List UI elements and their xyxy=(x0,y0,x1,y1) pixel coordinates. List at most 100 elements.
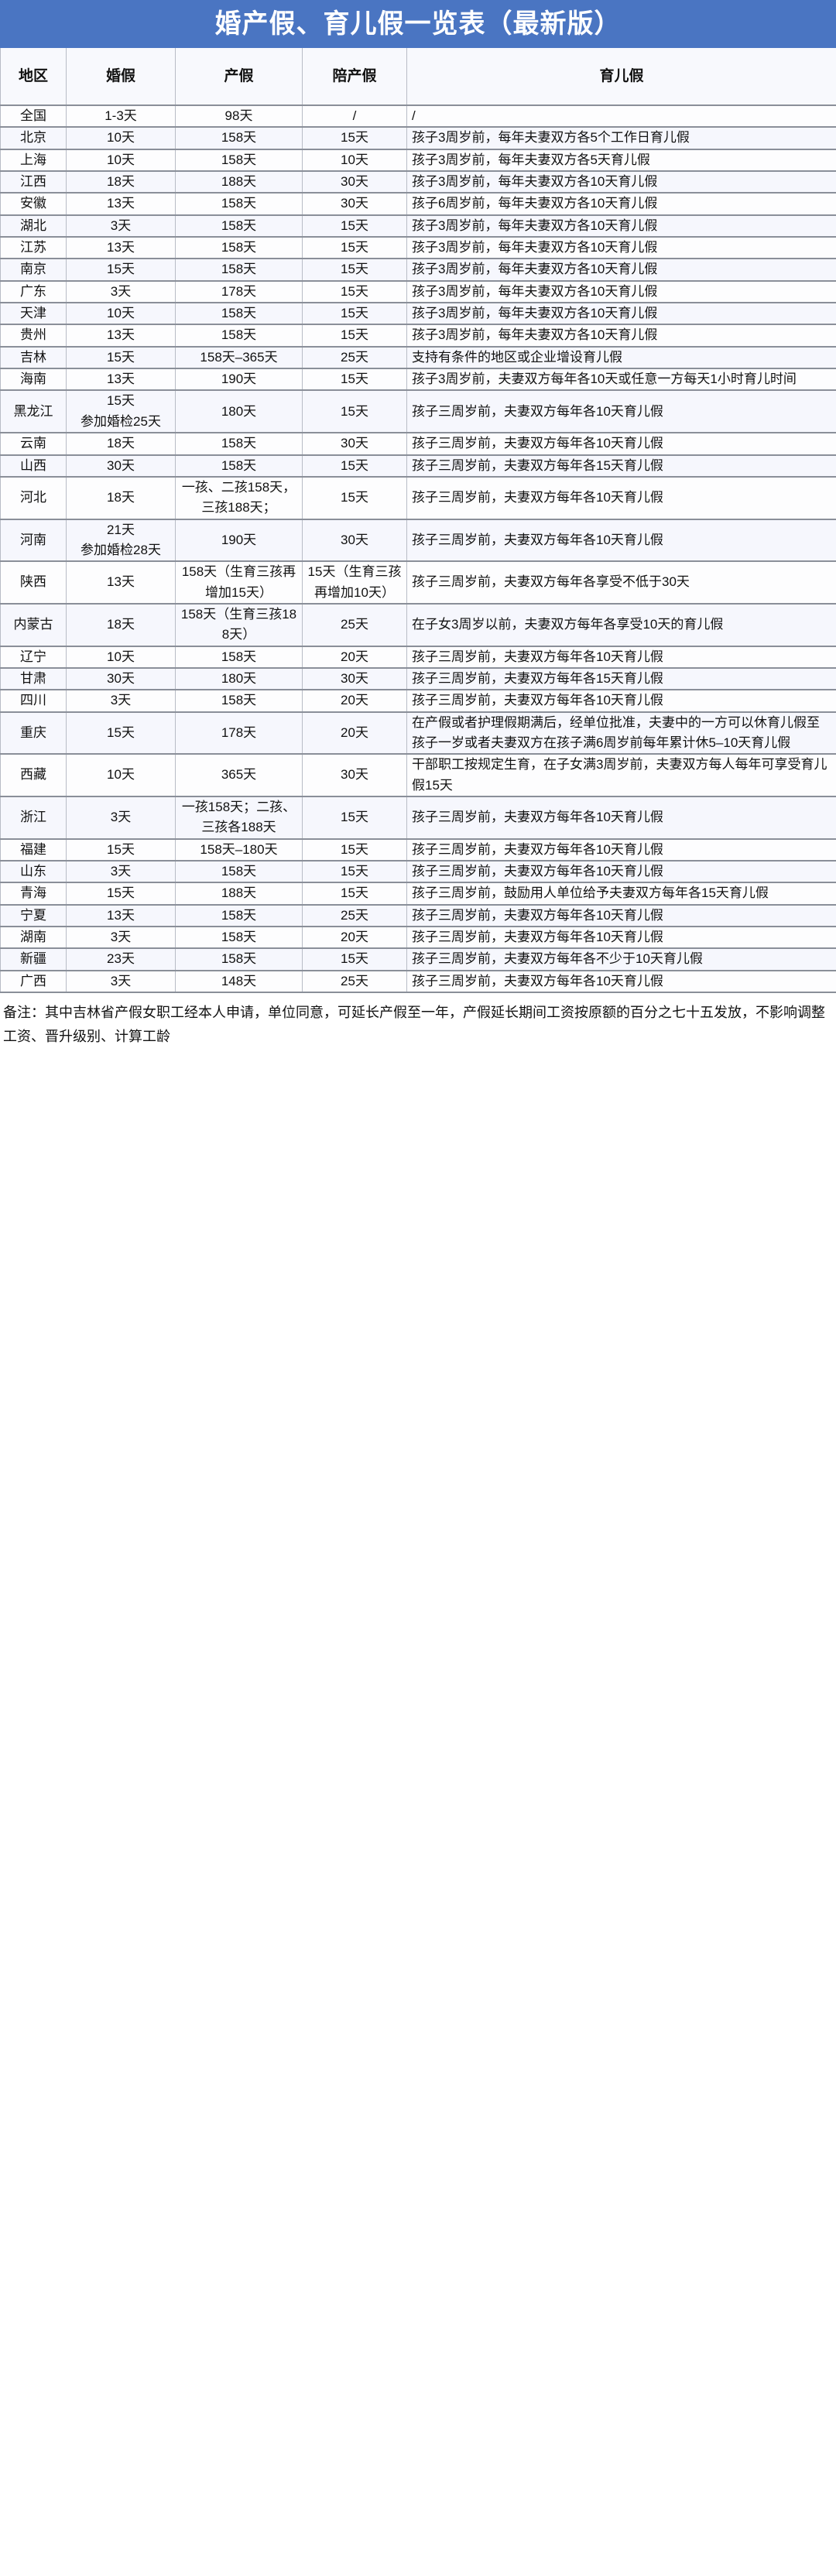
cell-text: 重庆 xyxy=(20,724,46,740)
cell-maternity: 158天 xyxy=(175,127,303,150)
cell-text: 15天 xyxy=(107,841,135,857)
cell-text: 158天 xyxy=(221,327,257,343)
table-row: 黑龙江 15天 参加婚检25天 180天 15天 孩子三周岁前，夫妻双方每年各10天育儿… xyxy=(0,390,836,434)
cell-text: / xyxy=(412,108,416,123)
table-row: 河南 21天 参加婚检28天 190天 30天 孩子三周岁前，夫妻双方每年各10天育儿假 xyxy=(0,519,836,563)
table-row: 河北 18天 一孩、二孩158天，三孩188天； 15天 孩子三周岁前，夫妻双方每年各1… xyxy=(0,476,836,520)
cell-text: 孩子三周岁前，夫妻双方每年各15天育儿假 xyxy=(412,457,663,473)
cell-text: 158天 xyxy=(221,306,257,321)
cell-text: 178天 xyxy=(221,283,257,299)
table-row: 吉林 15天 158天–365天 25天 支持有条件的地区或企业增设育儿假 xyxy=(0,346,836,370)
table-row: 广东 3天 178天 15天 孩子3周岁前，每年夫妻双方各10天育儿假 xyxy=(0,280,836,304)
cell-text: 15天 xyxy=(107,349,135,365)
cell-text: 孩子三周岁前，夫妻双方每年各10天育儿假 xyxy=(412,436,663,451)
cell-maternity: 158天 xyxy=(175,193,303,216)
column-header-marriage: 婚假 xyxy=(66,48,176,106)
cell-text: 孩子3周岁前，每年夫妻双方各10天育儿假 xyxy=(412,306,658,321)
cell-marriage: 3天 xyxy=(66,970,176,994)
cell-text: 30天 xyxy=(107,670,135,686)
cell-marriage: 30天 xyxy=(66,454,176,478)
cell-text: 15天 xyxy=(341,457,368,473)
cell-text: 30天 xyxy=(341,767,368,783)
cell-text: 天津 xyxy=(20,306,46,321)
cell-text: 新疆 xyxy=(20,951,46,967)
cell-region: 西藏 xyxy=(0,754,67,797)
cell-text: 158天 xyxy=(221,262,257,277)
cell-region: 南京 xyxy=(0,259,67,282)
cell-region: 陕西 xyxy=(0,561,67,605)
table-row: 贵州 13天 158天 15天 孩子3周岁前，每年夫妻双方各10天育儿假 xyxy=(0,324,836,348)
cell-paternity: 20天 xyxy=(302,711,407,755)
table-row: 湖北 3天 158天 15天 孩子3周岁前，每年夫妻双方各10天育儿假 xyxy=(0,214,836,238)
table-row: 新疆 23天 158天 15天 孩子三周岁前，夫妻双方每年各不少于10天育儿假 xyxy=(0,948,836,971)
cell-text: 吉林 xyxy=(20,349,46,365)
cell-text: 孩子3周岁前，每年夫妻双方各10天育儿假 xyxy=(412,174,658,190)
cell-parental: 支持有条件的地区或企业增设育儿假 xyxy=(406,346,836,370)
cell-marriage: 10天 xyxy=(66,646,176,669)
cell-marriage: 3天 xyxy=(66,214,176,238)
cell-marriage: 13天 xyxy=(66,368,176,392)
cell-paternity: 15天 xyxy=(302,882,407,906)
table-body: 全国 1-3天 98天 / / 北京 10天 158天 15天 孩子3周岁前，每年夫妻双方各5个工… xyxy=(0,105,836,994)
cell-region: 吉林 xyxy=(0,346,67,370)
cell-parental: 孩子三周岁前，夫妻双方每年各15天育儿假 xyxy=(406,454,836,478)
cell-text: 孩子6周岁前，每年夫妻双方各10天育儿假 xyxy=(412,196,658,211)
cell-text: 10天 xyxy=(107,306,135,321)
cell-paternity: 20天 xyxy=(302,690,407,713)
cell-text: 湖南 xyxy=(20,930,46,945)
cell-parental: 孩子三周岁前，夫妻双方每年各10天育儿假 xyxy=(406,433,836,456)
table-row: 宁夏 13天 158天 25天 孩子三周岁前，夫妻双方每年各10天育儿假 xyxy=(0,904,836,928)
cell-paternity: 20天 xyxy=(302,646,407,669)
cell-text: 孩子3周岁前，夫妻双方每年各10天或任意一方每天1小时育儿时间 xyxy=(412,372,797,387)
cell-text: 孩子三周岁前，夫妻双方每年各不少于10天育儿假 xyxy=(412,951,703,967)
cell-region: 全国 xyxy=(0,105,67,128)
cell-text: 15天 xyxy=(341,403,368,419)
cell-region: 湖北 xyxy=(0,214,67,238)
table-row: 陕西 13天 158天（生育三孩再增加15天） 15天（生育三孩再增加10天） 孩子三周… xyxy=(0,561,836,605)
cell-parental: 孩子3周岁前，每年夫妻双方各10天育儿假 xyxy=(406,214,836,238)
cell-text: 3天 xyxy=(110,283,132,299)
cell-text: 158天 xyxy=(221,152,257,167)
cell-parental: 孩子三周岁前，夫妻双方每年各10天育儿假 xyxy=(406,690,836,713)
cell-text: 山东 xyxy=(20,864,46,879)
column-header-parental: 育儿假 xyxy=(406,48,836,106)
cell-text: 广西 xyxy=(20,973,46,988)
cell-text: 10天 xyxy=(107,767,135,783)
cell-maternity: 190天 xyxy=(175,368,303,392)
cell-marriage: 13天 xyxy=(66,193,176,216)
cell-text: 青海 xyxy=(20,886,46,901)
cell-marriage: 3天 xyxy=(66,861,176,884)
cell-paternity: 20天 xyxy=(302,927,407,950)
cell-text: 一孩、二孩158天，三孩188天； xyxy=(181,479,296,516)
cell-text: 孩子三周岁前，夫妻双方每年各10天育儿假 xyxy=(412,930,663,945)
cell-text: 江苏 xyxy=(20,240,46,255)
table-row: 福建 15天 158天–180天 15天 孩子三周岁前，夫妻双方每年各10天育儿假 xyxy=(0,838,836,862)
cell-text: 18天 xyxy=(107,436,135,451)
cell-marriage: 18天 xyxy=(66,603,176,647)
cell-text: 158天（生育三孩188天） xyxy=(180,606,297,642)
footnote: 备注：其中吉林省产假女职工经本人申请，单位同意，可延长产假至一年，产假延长期间工… xyxy=(3,1005,825,1045)
cell-text: 30天 xyxy=(341,532,368,547)
cell-text: 15天 xyxy=(341,810,368,825)
cell-text: 188天 xyxy=(221,174,257,190)
cell-parental: 孩子3周岁前，每年夫妻双方各10天育儿假 xyxy=(406,171,836,194)
cell-marriage: 15天 xyxy=(66,346,176,370)
cell-parental: 孩子三周岁前，夫妻双方每年各10天育儿假 xyxy=(406,796,836,840)
table-row: 浙江 3天 一孩158天；二孩、三孩各188天 15天 孩子三周岁前，夫妻双方每年各10… xyxy=(0,796,836,840)
cell-text: 一孩158天；二孩、三孩各188天 xyxy=(181,800,296,835)
cell-text: 10天 xyxy=(107,130,135,146)
cell-text: 20天 xyxy=(341,649,368,664)
cell-maternity: 158天 xyxy=(175,214,303,238)
cell-region: 四川 xyxy=(0,690,67,713)
cell-paternity: 15天 xyxy=(302,861,407,884)
cell-text: 18天 xyxy=(107,174,135,190)
cell-marriage: 15天 参加婚检25天 xyxy=(66,390,176,434)
cell-text: 15天 xyxy=(341,130,368,146)
cell-text: 30天 xyxy=(341,174,368,190)
cell-text: 孩子三周岁前，夫妻双方每年各10天育儿假 xyxy=(412,693,663,708)
cell-text: 3天 xyxy=(110,930,132,945)
cell-text: 湖北 xyxy=(20,218,46,233)
cell-text: 25天 xyxy=(341,907,368,923)
table-row: 四川 3天 158天 20天 孩子三周岁前，夫妻双方每年各10天育儿假 xyxy=(0,690,836,713)
cell-parental: / xyxy=(406,105,836,128)
